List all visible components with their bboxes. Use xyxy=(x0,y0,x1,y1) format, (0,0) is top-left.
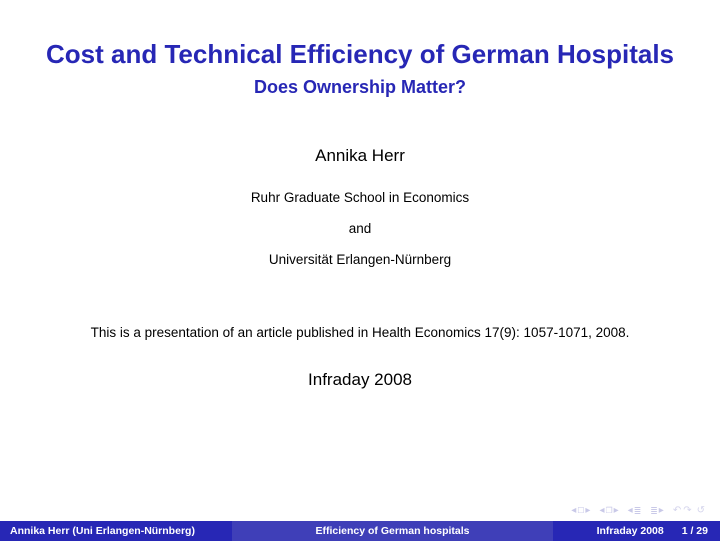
beamer-nav-bar: ◂☐▸ ◂❐▸ ◂≣ ≣▸ ↶↷↺ xyxy=(0,501,720,521)
venue: Infraday 2008 xyxy=(308,370,412,390)
slide-subtitle: Does Ownership Matter? xyxy=(254,77,466,98)
footer-title: Efficiency of German hospitals xyxy=(232,521,553,541)
nav-frames-icon[interactable]: ◂❐▸ xyxy=(599,506,618,516)
slide-content: Cost and Technical Efficiency of German … xyxy=(0,0,720,501)
beamer-slide: Cost and Technical Efficiency of German … xyxy=(0,0,720,541)
footer-title-text: Efficiency of German hospitals xyxy=(315,525,469,537)
affiliation-1: Ruhr Graduate School in Economics xyxy=(251,190,469,205)
publication-note: This is a presentation of an article pub… xyxy=(83,325,638,340)
author-name: Annika Herr xyxy=(315,146,405,166)
footer-meta: Infraday 2008 1 / 29 xyxy=(553,521,720,541)
footer-author: Annika Herr (Uni Erlangen-Nürnberg) xyxy=(0,521,232,541)
footer-venue: Infraday 2008 xyxy=(597,525,664,537)
nav-undo-redo-icon[interactable]: ↶↷↺ xyxy=(673,506,706,516)
nav-forward-icon[interactable]: ≣▸ xyxy=(650,506,664,516)
affiliation-2: Universität Erlangen-Nürnberg xyxy=(269,252,451,267)
footer-author-text: Annika Herr (Uni Erlangen-Nürnberg) xyxy=(10,525,195,537)
nav-back-icon[interactable]: ◂≣ xyxy=(628,506,642,516)
affiliation-joiner: and xyxy=(349,221,372,236)
nav-first-icon[interactable]: ◂☐▸ xyxy=(571,506,590,516)
beamer-footer: Annika Herr (Uni Erlangen-Nürnberg) Effi… xyxy=(0,521,720,541)
slide-title: Cost and Technical Efficiency of German … xyxy=(46,38,674,71)
footer-page-number: 1 / 29 xyxy=(682,525,708,537)
